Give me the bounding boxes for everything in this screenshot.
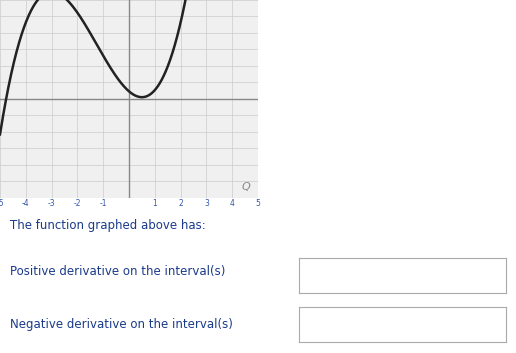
- Text: The function graphed above has:: The function graphed above has:: [10, 219, 206, 232]
- Text: Negative derivative on the interval(s): Negative derivative on the interval(s): [10, 318, 233, 331]
- Text: Positive derivative on the interval(s): Positive derivative on the interval(s): [10, 265, 225, 278]
- Text: Q: Q: [241, 182, 250, 192]
